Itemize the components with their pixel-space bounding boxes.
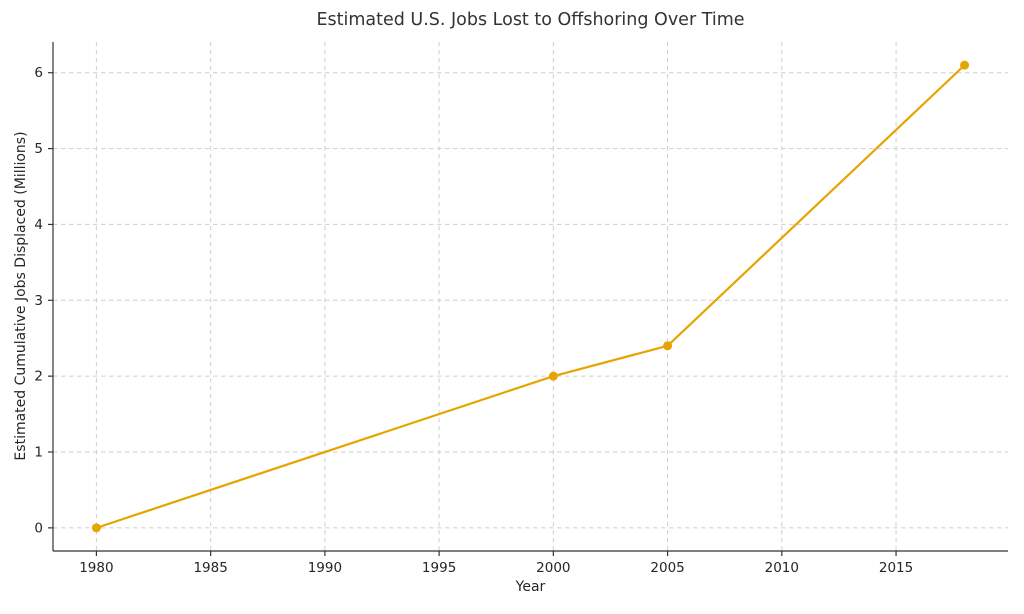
x-axis-label: Year [515,579,546,595]
y-tick-label: 4 [34,217,43,233]
y-tick-label: 1 [34,445,43,461]
y-tick-label: 5 [34,141,43,157]
axis-spines [52,42,1008,552]
data-points [91,60,970,533]
x-tick-label: 2000 [536,560,570,576]
x-tick-labels: 1980 1985 1990 1995 2000 2005 2010 2015 [79,560,913,576]
data-point [960,60,970,70]
y-ticks [48,72,53,529]
x-tick-label: 1990 [308,560,342,576]
data-line [95,64,966,529]
x-gridlines [95,42,897,551]
x-tick-label: 2015 [879,560,913,576]
chart-title: Estimated U.S. Jobs Lost to Offshoring O… [316,10,745,30]
y-tick-label: 6 [34,65,43,81]
x-ticks [95,551,897,556]
y-tick-label: 2 [34,369,43,385]
x-tick-label: 2010 [765,560,799,576]
data-point [91,523,101,533]
y-tick-label: 0 [34,520,43,536]
y-axis-label: Estimated Cumulative Jobs Displaced (Mil… [13,131,29,461]
data-point [548,371,558,381]
x-tick-label: 1985 [193,560,227,576]
y-tick-labels: 0 1 2 3 4 5 6 [34,65,43,536]
x-tick-label: 1980 [79,560,113,576]
y-gridlines [53,72,1008,529]
y-tick-label: 3 [34,293,43,309]
data-point [663,341,673,351]
x-tick-label: 1995 [422,560,456,576]
x-tick-label: 2005 [650,560,684,576]
